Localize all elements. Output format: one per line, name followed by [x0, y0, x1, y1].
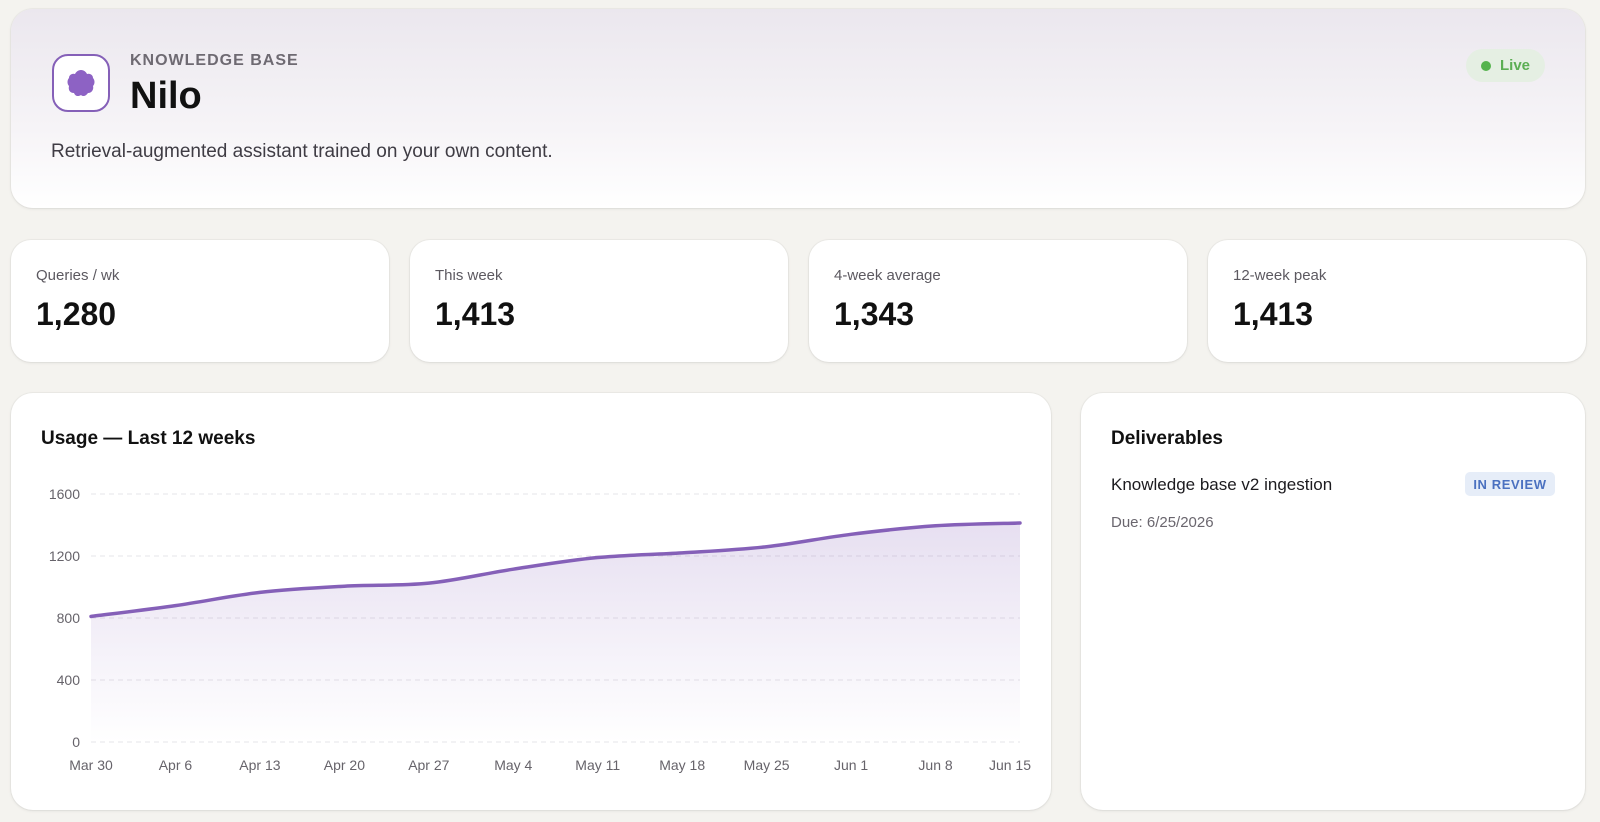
status-label: Live — [1499, 57, 1530, 74]
stat-label: 4-week average — [834, 267, 941, 284]
x-tick-label: Apr 27 — [408, 757, 449, 773]
deliverables-card: Deliverables Knowledge base v2 ingestion… — [1081, 393, 1585, 810]
status-dot-icon — [1480, 60, 1491, 71]
x-tick-label: Jun 8 — [918, 757, 952, 773]
stat-value: 1,413 — [435, 296, 516, 332]
page-subtitle: Retrieval-augmented assistant trained on… — [51, 141, 553, 162]
x-tick-label: Apr 13 — [239, 757, 280, 773]
x-tick-label: May 18 — [659, 757, 705, 773]
y-tick-label: 800 — [57, 610, 81, 626]
x-tick-label: May 25 — [744, 757, 790, 773]
stat-label: 12-week peak — [1233, 267, 1327, 284]
eyebrow-label: KNOWLEDGE BASE — [130, 52, 299, 69]
stat-card-this-week: This week 1,413 — [410, 240, 788, 362]
page-title: Nilo — [130, 75, 202, 117]
deliverable-name[interactable]: Knowledge base v2 ingestion — [1111, 475, 1333, 494]
x-tick-label: Jun 15 — [989, 757, 1031, 773]
usage-series-line — [89, 521, 1022, 619]
usage-chart: 0 400 800 1200 1600 Mar 30 Apr 6 Apr 13 Apr 20 A… — [49, 486, 1031, 773]
usage-chart-card: Usage — Last 12 weeks 0 400 800 1200 1600 Ma… — [11, 393, 1051, 810]
y-tick-label: 0 — [72, 734, 80, 750]
deliverables-title: Deliverables — [1111, 428, 1223, 449]
y-tick-label: 1200 — [49, 548, 80, 564]
y-tick-label: 400 — [57, 672, 81, 688]
stat-card-queries: Queries / wk 1,280 — [11, 240, 389, 362]
chart-title: Usage — Last 12 weeks — [41, 428, 256, 449]
x-tick-label: Mar 30 — [69, 757, 113, 773]
deliverable-status-badge: IN REVIEW — [1465, 472, 1555, 496]
deliverable-due-date: Due: 6/25/2026 — [1111, 514, 1214, 531]
y-tick-label: 1600 — [49, 486, 80, 502]
flower-blob-icon — [67, 70, 95, 97]
x-tick-label: May 11 — [575, 757, 620, 773]
stat-card-12-week-peak: 12-week peak 1,413 — [1208, 240, 1586, 362]
usage-area-fill — [91, 522, 1020, 742]
x-tick-label: Apr 20 — [324, 757, 365, 773]
stat-label: Queries / wk — [36, 267, 120, 284]
stat-value: 1,413 — [1233, 296, 1314, 332]
x-tick-label: Apr 6 — [159, 757, 193, 773]
stat-value: 1,280 — [36, 296, 117, 332]
status-badge: Live — [1466, 49, 1545, 82]
header-card: KNOWLEDGE BASE Nilo Retrieval-augmented … — [11, 9, 1585, 208]
stat-card-4-week-average: 4-week average 1,343 — [809, 240, 1187, 362]
x-tick-label: Jun 1 — [834, 757, 868, 773]
stat-label: This week — [435, 267, 503, 284]
stat-value: 1,343 — [834, 296, 915, 332]
x-tick-label: May 4 — [494, 757, 532, 773]
logo — [52, 54, 110, 112]
